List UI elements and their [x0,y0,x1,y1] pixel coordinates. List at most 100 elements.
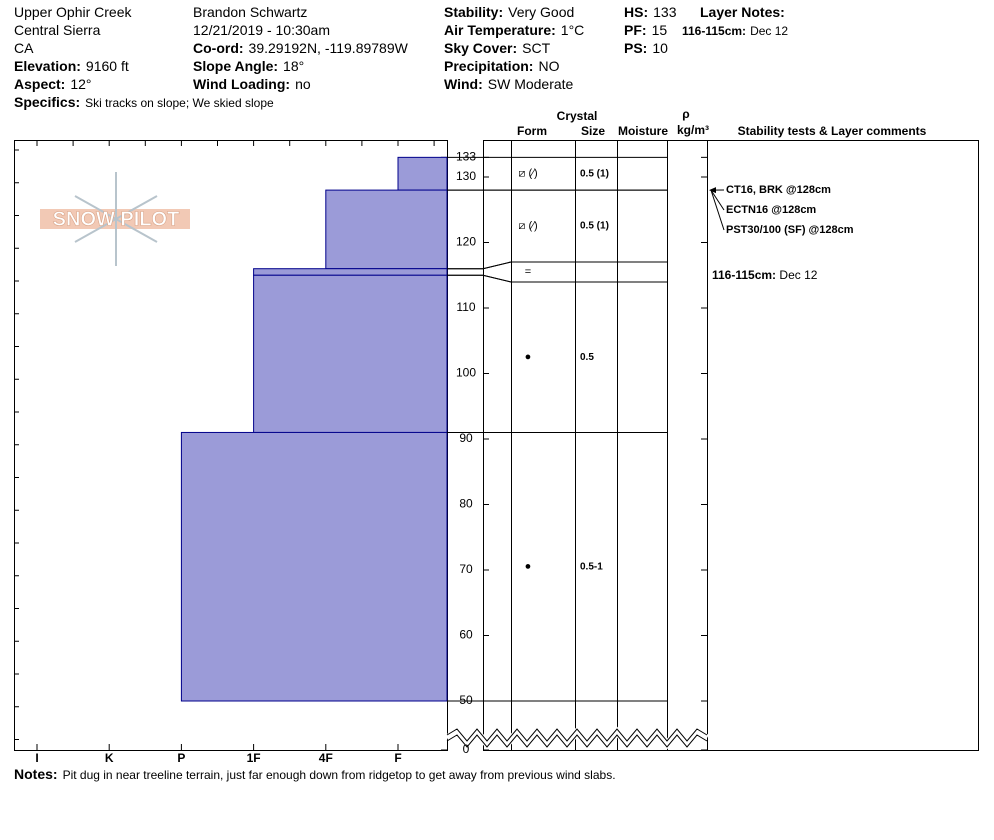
header-col2: Brandon Schwartz 12/21/2019 - 10:30am Co… [193,3,408,93]
x-tick-label: K [105,751,114,765]
value: 12° [70,76,92,92]
layer-table-frame [483,140,708,751]
y-tick-label: 110 [456,300,475,314]
crystal-form: ⧄ (⁄) [518,220,537,232]
hardness-layer [397,156,448,191]
label: Elevation: [14,58,81,74]
label: Notes: [14,766,58,782]
layer-connector [447,274,512,283]
y-tick-label: 130 [456,169,476,183]
value: 39.29192N, -119.89789W [248,40,408,56]
crystal-size: 0.5 [580,352,594,363]
value: Ski tracks on slope; We skied slope [85,96,274,110]
value: NO [538,58,560,74]
location: Central Sierra [14,22,101,38]
column-header: Size [581,124,605,138]
layer-comment: 116-115cm: Dec 12 [712,268,818,282]
hardness-layer [253,274,448,433]
value: Dec 12 [779,268,817,282]
label: Specifics: [14,94,81,110]
logo-text: SNOW PILOT [53,208,180,230]
label: Wind: [444,76,483,92]
label: Aspect: [14,76,66,92]
axis-break-mask [445,726,709,750]
crystal-size: 0.5 (1) [580,221,609,232]
value: 133 [653,4,677,20]
header-col3: Stability: Very Good Air Temperature: 1°C … [444,3,584,93]
value: 1°C [560,22,585,38]
value: 18° [283,58,305,74]
label: Wind Loading: [193,76,291,92]
y-tick-label: 80 [459,497,473,511]
x-tick-label: 4F [319,751,333,765]
y-tick-label: 0 [463,742,470,756]
value: no [295,76,311,92]
location: Upper Ophir Creek [14,4,132,20]
label: 116-115cm: [712,268,776,282]
value: Pit dug in near treeline terrain, just f… [62,768,616,782]
layer-note: 116-115cm: Dec 12 [682,22,788,40]
label: HS: [624,4,649,20]
column-header: Crystal [557,109,598,123]
column-header: Moisture [618,124,668,138]
y-tick-label: 90 [459,431,473,445]
hardness-layer [180,431,448,702]
y-tick-label: 133 [456,150,476,164]
label: Sky Cover: [444,40,518,56]
layer-connector [447,274,512,283]
header-col1: Upper Ophir Creek Central Sierra CA Elev… [14,3,274,112]
y-tick-label: 120 [456,235,476,249]
arrow-head [709,187,716,194]
crystal-form: = [525,266,531,278]
label: Precipitation: [444,58,534,74]
axis-break [446,728,708,742]
observer: Brandon Schwartz [193,4,308,20]
y-tick-label: 50 [459,693,473,707]
value: 9160 ft [85,58,129,74]
y-tick-label: 60 [459,628,473,642]
y-tick-label: 100 [456,366,476,380]
comments-frame [707,140,979,751]
logo: SNOW PILOT [40,172,190,266]
label: Air Temperature: [444,22,556,38]
value: 10 [652,40,668,56]
column-header: ρ [682,107,689,121]
x-tick-label: P [177,751,185,765]
crystal-size: 0.5-1 [580,561,603,572]
layer-connector [447,261,512,270]
hardness-layer [325,189,448,270]
x-tick-label: 1F [247,751,261,765]
crystal-form: ● [525,561,532,573]
header-col4: HS: 133 PF: 15 PS: 10 [624,3,676,57]
label: Stability: [444,4,504,20]
value: SW Moderate [487,76,574,92]
value: 15 [651,22,668,38]
x-tick-label: F [394,751,401,765]
stability-test: CT16, BRK @128cm [726,184,831,196]
test-arrow [710,189,725,231]
crystal-form: ⧄ (⁄) [518,168,537,180]
crystal-form: ● [525,351,532,363]
value: Dec 12 [750,24,789,38]
column-header: Stability tests & Layer comments [738,124,927,138]
stability-test: ECTN16 @128cm [726,204,816,216]
label: 116-115cm: [682,24,747,38]
logo-flake [74,172,158,266]
label: Slope Angle: [193,58,279,74]
y-tick-label: 70 [459,562,473,576]
axis-break [446,734,708,748]
hardness-layer [253,268,448,276]
value: SCT [522,40,551,56]
column-header: kg/m³ [677,123,709,137]
column-header: Form [517,124,547,138]
label: Layer Notes: [700,4,785,20]
x-tick-label: I [35,751,38,765]
value: Very Good [508,4,575,20]
layer-connector [447,261,512,270]
notes: Notes: Pit dug in near treeline terrain, … [14,765,616,784]
datetime: 12/21/2019 - 10:30am [193,22,330,38]
crystal-size: 0.5 (1) [580,168,609,179]
location: CA [14,40,34,56]
